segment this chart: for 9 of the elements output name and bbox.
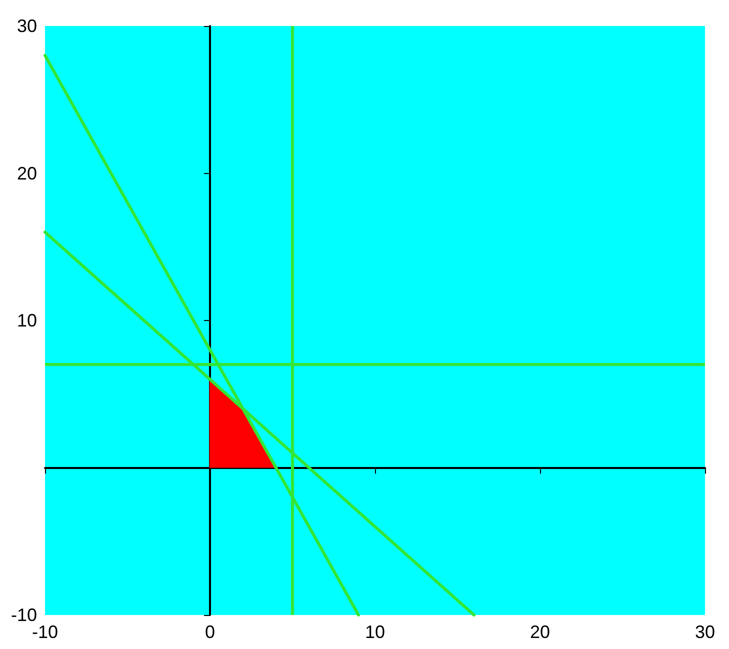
y-tick-label: -10 <box>11 605 38 625</box>
y-tick-label: 20 <box>16 163 38 184</box>
x-tick-label: 20 <box>530 622 550 642</box>
y-tick-label: 10 <box>16 310 38 330</box>
x-tick-label: 30 <box>694 622 716 642</box>
x-tick-label: 0 <box>205 622 216 642</box>
y-tick-label: 30 <box>16 16 38 36</box>
x-tick-label: -10 <box>32 622 58 642</box>
x-tick-label: 10 <box>364 622 386 642</box>
